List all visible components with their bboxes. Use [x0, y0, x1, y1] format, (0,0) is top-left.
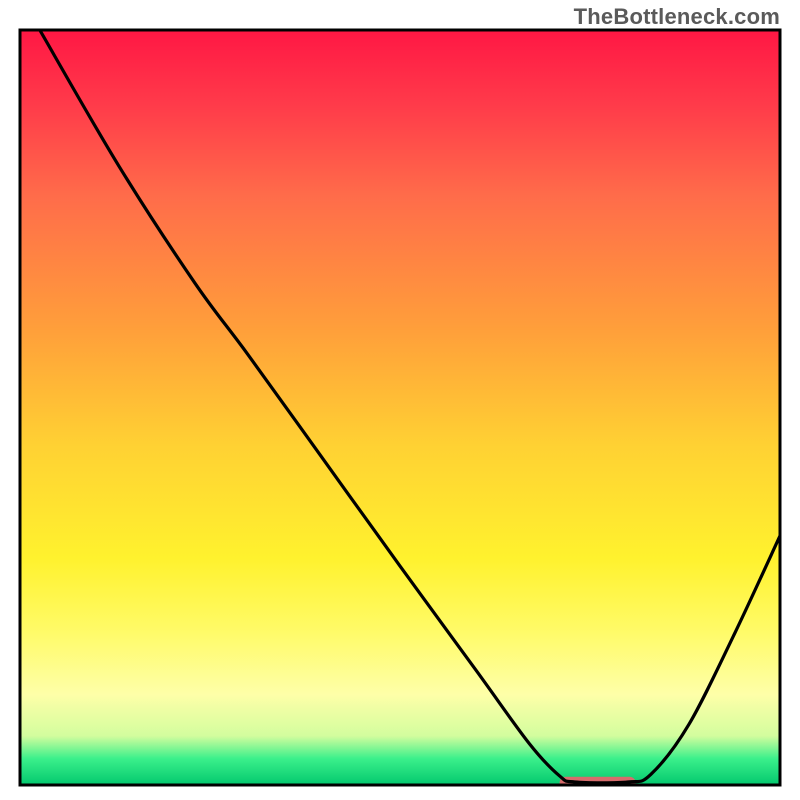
gradient-background: [20, 30, 780, 785]
bottleneck-chart: [0, 0, 800, 800]
chart-container: { "meta": { "watermark": "TheBottleneck.…: [0, 0, 800, 800]
